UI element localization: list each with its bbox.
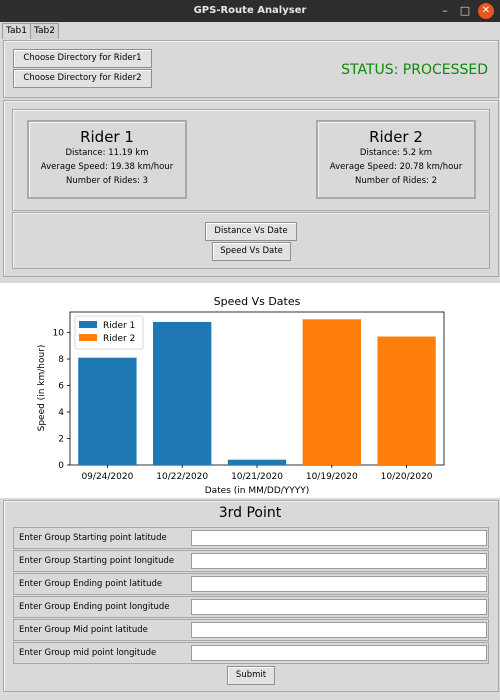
speed-vs-date-button[interactable]: Speed Vs Date xyxy=(212,242,291,261)
choose-directory-rider2-button[interactable]: Choose Directory for Rider2 xyxy=(13,69,152,88)
start-longitude-label: Enter Group Starting point longitude xyxy=(19,556,175,566)
tab-1[interactable]: Tab1 xyxy=(2,23,31,39)
directory-panel xyxy=(3,40,499,98)
x-tick-label: 09/24/2020 xyxy=(81,472,133,482)
legend-label-rider-2: Rider 2 xyxy=(103,334,135,344)
chart-legend: Rider 1 Rider 2 xyxy=(74,315,144,350)
rider-2-distance: Distance: 5.2 km xyxy=(359,148,433,158)
y-tick-label: 8 xyxy=(58,355,64,365)
x-tick-label: 10/19/2020 xyxy=(306,472,358,482)
x-axis-ticks: 09/24/2020 10/22/2020 10/21/2020 10/19/2020… xyxy=(81,465,433,482)
bar-1-1 xyxy=(78,357,137,465)
y-tick-label: 10 xyxy=(53,329,65,339)
bar-1-2 xyxy=(153,321,212,465)
bar-2-4 xyxy=(302,319,361,465)
rider-2-average-speed: Average Speed: 20.78 km/hour xyxy=(329,162,463,172)
submit-button[interactable]: Submit xyxy=(227,666,275,685)
choose-directory-rider1-button[interactable]: Choose Directory for Rider1 xyxy=(13,49,152,68)
mid-latitude-label: Enter Group Mid point latitude xyxy=(19,625,148,635)
y-axis-ticks: 0 2 4 6 8 10 xyxy=(53,329,70,471)
rider-2-number-of-rides: Number of Rides: 2 xyxy=(354,176,438,186)
x-tick-label: 10/20/2020 xyxy=(381,472,433,482)
y-tick-label: 2 xyxy=(58,435,64,445)
chart-area: Speed Vs Dates 0 2 4 6 8 10 09/24/2020 10/22/2… xyxy=(0,283,500,498)
x-tick-label: 10/22/2020 xyxy=(156,472,208,482)
legend-label-rider-1: Rider 1 xyxy=(103,321,135,331)
form-row: Enter Group Ending point longitude xyxy=(13,596,489,618)
rider-2-card: Rider 2 Distance: 5.2 km Average Speed: … xyxy=(316,120,476,199)
rider-1-distance: Distance: 11.19 km xyxy=(65,148,149,158)
start-longitude-input[interactable] xyxy=(191,553,487,569)
legend-swatch-rider-2 xyxy=(79,334,97,341)
y-tick-label: 0 xyxy=(58,461,64,471)
form-row: Enter Group mid point longitude xyxy=(13,642,489,664)
mid-latitude-input[interactable] xyxy=(191,622,487,638)
start-latitude-input[interactable] xyxy=(191,530,487,546)
legend-swatch-rider-1 xyxy=(79,321,97,328)
summary-panel xyxy=(3,100,499,277)
end-latitude-input[interactable] xyxy=(191,576,487,592)
rider-1-name: Rider 1 xyxy=(80,128,134,146)
speed-vs-dates-chart: Speed Vs Dates 0 2 4 6 8 10 09/24/2020 10/22/2… xyxy=(37,295,445,496)
end-latitude-label: Enter Group Ending point latitude xyxy=(19,579,163,589)
x-axis-label: Dates (in MM/DD/YYYY) xyxy=(205,486,310,496)
end-longitude-label: Enter Group Ending point longitude xyxy=(19,602,170,612)
mid-longitude-input[interactable] xyxy=(191,645,487,661)
form-title: 3rd Point xyxy=(218,505,282,521)
graph-buttons-frame xyxy=(12,212,490,269)
rider-1-card: Rider 1 Distance: 11.19 km Average Speed… xyxy=(27,120,187,199)
maximize-icon[interactable]: □ xyxy=(459,4,471,17)
tab-2[interactable]: Tab2 xyxy=(30,23,59,39)
x-tick-label: 10/21/2020 xyxy=(231,472,283,482)
y-axis-label: Speed (in km/hour) xyxy=(37,345,47,432)
third-point-panel xyxy=(3,500,499,692)
status-label: STATUS: PROCESSED xyxy=(341,62,488,78)
rider-1-number-of-rides: Number of Rides: 3 xyxy=(65,176,149,186)
form-row: Enter Group Starting point latitude xyxy=(13,527,489,549)
mid-longitude-label: Enter Group mid point longitude xyxy=(19,648,157,658)
close-icon[interactable]: ✕ xyxy=(478,3,494,19)
window-titlebar: GPS-Route Analyser – □ ✕ xyxy=(0,0,500,22)
chart-title: Speed Vs Dates xyxy=(214,295,301,308)
distance-vs-date-button[interactable]: Distance Vs Date xyxy=(205,222,297,241)
window-title: GPS-Route Analyser xyxy=(193,5,307,16)
form-row: Enter Group Starting point longitude xyxy=(13,550,489,572)
start-latitude-label: Enter Group Starting point latitude xyxy=(19,533,167,543)
y-tick-label: 4 xyxy=(58,408,64,418)
rider-stats-frame xyxy=(12,109,490,211)
y-tick-label: 6 xyxy=(58,382,64,392)
bar-2-5 xyxy=(377,336,436,465)
end-longitude-input[interactable] xyxy=(191,599,487,615)
minimize-icon[interactable]: – xyxy=(442,4,448,17)
form-row: Enter Group Ending point latitude xyxy=(13,573,489,595)
form-row: Enter Group Mid point latitude xyxy=(13,619,489,641)
bars-group xyxy=(78,319,436,465)
rider-2-name: Rider 2 xyxy=(369,128,423,146)
rider-1-average-speed: Average Speed: 19.38 km/hour xyxy=(40,162,174,172)
bar-1-3 xyxy=(227,459,287,465)
